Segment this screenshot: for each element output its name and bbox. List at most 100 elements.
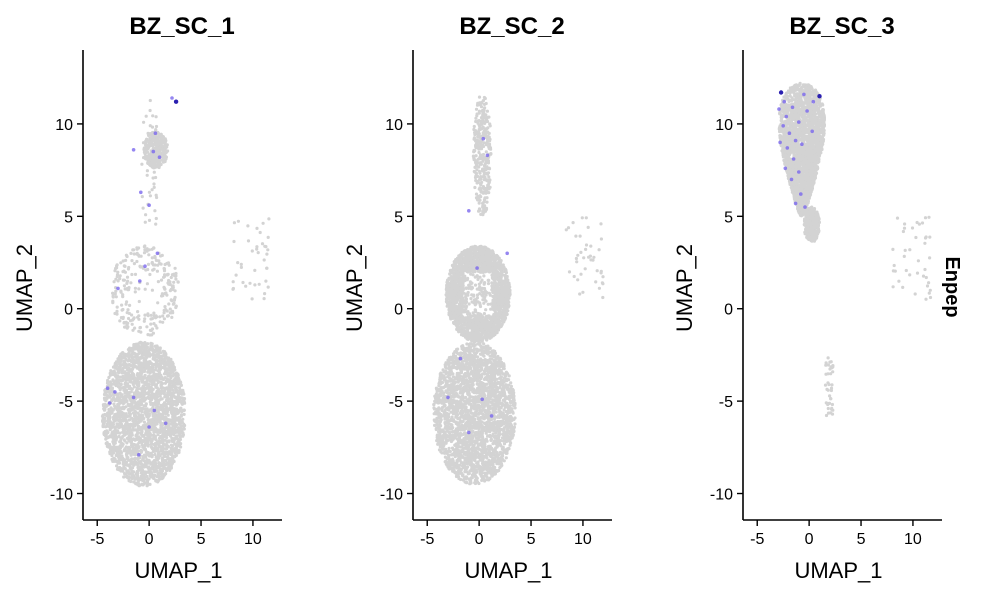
cell-point bbox=[147, 253, 151, 257]
cell-point bbox=[153, 138, 157, 143]
cell-point bbox=[122, 320, 126, 325]
cell-point bbox=[119, 383, 123, 387]
cell-point bbox=[153, 358, 157, 362]
cell-point bbox=[174, 412, 178, 416]
cell-point bbox=[123, 264, 127, 268]
cell-point bbox=[173, 382, 177, 386]
cell-point bbox=[142, 465, 146, 469]
cell-point bbox=[170, 315, 174, 319]
cell-point bbox=[158, 315, 162, 319]
cell-point bbox=[139, 415, 143, 419]
cell-point bbox=[148, 272, 152, 277]
cell-point bbox=[136, 476, 140, 480]
cell-point bbox=[179, 406, 183, 410]
cell-point bbox=[106, 411, 110, 415]
cell-point bbox=[154, 384, 158, 388]
cell-point bbox=[173, 373, 178, 377]
cell-point bbox=[134, 391, 138, 395]
cell-point bbox=[472, 137, 476, 141]
cell-point bbox=[129, 251, 133, 255]
cell-point bbox=[102, 408, 107, 412]
cell-point bbox=[484, 101, 488, 106]
cell-point bbox=[152, 182, 156, 186]
cell-point bbox=[163, 154, 167, 158]
cell-point bbox=[150, 152, 154, 157]
cell-point bbox=[122, 365, 126, 369]
cell-point bbox=[481, 152, 486, 157]
cell-point bbox=[143, 472, 147, 476]
cell-point bbox=[150, 381, 154, 385]
cell-point bbox=[148, 377, 152, 381]
cell-point bbox=[182, 392, 186, 396]
cell-point bbox=[172, 433, 176, 437]
cell-point bbox=[168, 289, 172, 293]
cell-point bbox=[136, 407, 140, 411]
cell-point bbox=[150, 466, 154, 470]
cell-point bbox=[137, 287, 141, 291]
cell-point bbox=[133, 438, 137, 442]
feature-strip-label: Enpep bbox=[941, 256, 963, 317]
cell-point bbox=[149, 442, 153, 446]
cell-point bbox=[162, 311, 166, 315]
cell-point bbox=[138, 436, 142, 440]
cell-point bbox=[133, 424, 137, 428]
y-tick-label: 0 bbox=[64, 302, 73, 319]
cell-point bbox=[182, 412, 186, 416]
expressing-cell-point bbox=[153, 131, 158, 135]
cell-point bbox=[477, 123, 481, 127]
cell-point bbox=[152, 156, 156, 160]
cell-point bbox=[175, 442, 179, 447]
cell-point bbox=[147, 465, 151, 469]
cell-point bbox=[142, 375, 146, 379]
cell-point bbox=[159, 403, 163, 407]
cell-point bbox=[136, 464, 140, 469]
cell-point bbox=[114, 384, 118, 388]
cell-point bbox=[179, 413, 183, 417]
cell-point bbox=[477, 119, 481, 123]
cell-point bbox=[125, 450, 129, 454]
cell-point bbox=[174, 271, 178, 276]
cell-point bbox=[169, 275, 173, 280]
cell-point bbox=[102, 420, 106, 425]
cell-point bbox=[111, 295, 115, 299]
cell-point bbox=[145, 452, 149, 456]
cell-point bbox=[167, 450, 171, 454]
cell-point bbox=[165, 369, 169, 373]
panel-title: BZ_SC_1 bbox=[129, 13, 234, 40]
cell-point bbox=[141, 342, 145, 346]
cell-point bbox=[127, 411, 132, 415]
cell-point bbox=[145, 364, 149, 369]
cell-point bbox=[140, 195, 144, 199]
cell-point bbox=[122, 407, 126, 411]
cell-point bbox=[163, 432, 168, 436]
cell-point bbox=[171, 284, 175, 288]
cell-point bbox=[146, 396, 150, 400]
cell-point bbox=[158, 371, 162, 375]
cell-point bbox=[181, 400, 185, 404]
cell-point bbox=[163, 389, 167, 393]
cell-point bbox=[232, 221, 236, 225]
cell-point bbox=[484, 159, 488, 163]
cell-point bbox=[109, 434, 113, 439]
cell-point bbox=[140, 387, 144, 391]
cell-point bbox=[115, 309, 119, 313]
cell-point bbox=[139, 373, 143, 377]
cell-point bbox=[157, 419, 161, 423]
cell-point bbox=[167, 356, 171, 360]
cell-point bbox=[161, 141, 165, 145]
cell-point bbox=[143, 346, 147, 350]
cell-point bbox=[154, 115, 158, 119]
cell-point bbox=[152, 185, 156, 189]
cell-point bbox=[113, 457, 117, 461]
cell-point bbox=[138, 264, 142, 268]
cell-point bbox=[231, 287, 235, 291]
cell-point bbox=[136, 411, 140, 415]
cell-point bbox=[162, 466, 166, 470]
cell-point bbox=[136, 456, 141, 460]
cell-point bbox=[130, 364, 135, 368]
cell-point bbox=[261, 221, 265, 225]
cell-point bbox=[144, 428, 148, 432]
cell-point bbox=[160, 147, 165, 151]
cell-point bbox=[155, 149, 159, 153]
cell-point bbox=[154, 442, 158, 446]
